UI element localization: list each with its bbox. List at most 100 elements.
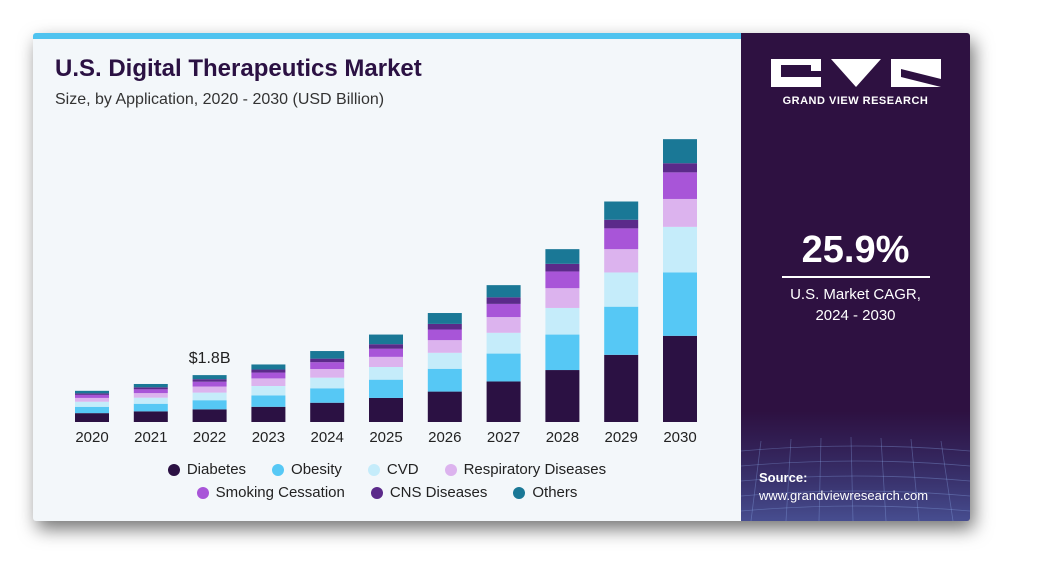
bar-2022-cns-diseases — [192, 379, 227, 382]
sidebar-panel: GRAND VIEW RESEARCH 25.9% U.S. Market CA… — [741, 33, 970, 521]
bar-2025-smoking-cessation — [369, 348, 403, 357]
accent-bar — [33, 33, 741, 39]
bar-2029-cns-diseases — [604, 219, 639, 229]
cagr-label-line-1: U.S. Market CAGR, — [790, 286, 921, 303]
decorative-grid — [741, 411, 970, 521]
bar-2030-smoking-cessation — [663, 172, 697, 199]
legend-swatch — [167, 463, 180, 476]
bar-2028-diabetes — [545, 370, 580, 422]
bar-2022-cvd — [192, 392, 227, 401]
legend-label: Others — [532, 484, 578, 501]
bar-2021-cvd — [133, 397, 168, 404]
x-tick-label: 2027 — [487, 429, 520, 446]
bar-2024-cvd — [310, 377, 345, 389]
chart-title: U.S. Digital Therapeutics Market — [55, 55, 422, 82]
bar-2023-others — [251, 364, 286, 370]
bar-2027-cvd — [486, 332, 521, 354]
bar-2029-smoking-cessation — [604, 228, 639, 250]
legend-item-smoking-cessation: Smoking Cessation — [196, 484, 345, 501]
legend-row-1: Diabetes Obesity CVD Respiratory Diseases — [33, 461, 741, 478]
bar-2020-others — [75, 390, 109, 394]
bar-2029-respiratory-diseases — [604, 249, 639, 273]
legend-item-cns-diseases: CNS Diseases — [370, 484, 488, 501]
bar-2025-cns-diseases — [369, 344, 403, 349]
bar-2024-others — [310, 351, 345, 359]
legend-swatch — [513, 486, 526, 499]
bar-2025-diabetes — [369, 397, 403, 422]
bar-2022-respiratory-diseases — [192, 386, 227, 393]
x-tick-label: 2026 — [428, 429, 461, 446]
legend-label: CNS Diseases — [389, 484, 488, 501]
bar-2023-respiratory-diseases — [251, 378, 286, 387]
x-tick-label: 2022 — [193, 429, 226, 446]
bar-2020-diabetes — [75, 413, 109, 422]
bar-2026-obesity — [427, 368, 462, 392]
bar-2022-obesity — [192, 400, 227, 410]
cagr-label: U.S. Market CAGR, 2024 - 2030 — [741, 284, 970, 326]
legend-label: CVD — [386, 461, 419, 478]
bar-2027-respiratory-diseases — [486, 317, 521, 333]
bar-2030-obesity — [663, 272, 697, 336]
bar-2028-respiratory-diseases — [545, 288, 580, 308]
bar-2024-diabetes — [310, 402, 345, 422]
bar-2030-cns-diseases — [663, 163, 697, 173]
bar-2023-smoking-cessation — [251, 372, 286, 379]
x-tick-label: 2020 — [75, 429, 108, 446]
data-label-2022: $1.8B — [189, 350, 231, 367]
bar-2025-obesity — [369, 379, 403, 398]
chart-subtitle: Size, by Application, 2020 - 2030 (USD B… — [55, 91, 385, 108]
bar-2027-others — [486, 285, 521, 298]
legend-label: Diabetes — [186, 461, 247, 478]
bar-2027-smoking-cessation — [486, 303, 521, 318]
bar-2021-respiratory-diseases — [133, 393, 168, 398]
bar-2024-respiratory-diseases — [310, 369, 345, 378]
bar-2027-obesity — [486, 353, 521, 382]
stacked-bar-chart: 2020 2021 2022 $1.8B 2023 2024 2025 2026 2027 202… — [75, 139, 697, 446]
bar-2020-cns-diseases — [75, 393, 109, 395]
legend-swatch — [367, 463, 380, 476]
bar-2030-others — [663, 139, 697, 164]
x-tick-label: 2025 — [369, 429, 402, 446]
source-label: Source: — [759, 470, 808, 485]
bar-2028-smoking-cessation — [545, 271, 580, 289]
bar-2020-smoking-cessation — [75, 394, 109, 398]
bar-2026-others — [427, 313, 462, 324]
legend-item-respiratory-diseases: Respiratory Diseases — [444, 461, 606, 478]
x-tick-label: 2024 — [311, 429, 344, 446]
bar-2024-smoking-cessation — [310, 362, 345, 370]
bar-2023-obesity — [251, 395, 286, 407]
bar-2021-diabetes — [133, 411, 168, 422]
bar-2025-cvd — [369, 367, 403, 380]
legend-swatch — [444, 463, 457, 476]
bar-2028-others — [545, 249, 580, 264]
bar-2022-smoking-cessation — [192, 381, 227, 387]
legend-swatch — [196, 486, 209, 499]
bar-2026-cvd — [427, 352, 462, 369]
bar-2021-smoking-cessation — [133, 389, 168, 394]
bar-2029-others — [604, 201, 639, 220]
bar-2026-cns-diseases — [427, 323, 462, 330]
bar-2026-respiratory-diseases — [427, 340, 462, 353]
x-tick-label: 2029 — [605, 429, 638, 446]
source-url[interactable]: www.grandviewresearch.com — [759, 488, 929, 503]
legend-row-2: Smoking Cessation CNS Diseases Others — [33, 484, 741, 501]
bar-2020-respiratory-diseases — [75, 397, 109, 402]
bar-2021-others — [133, 383, 168, 388]
bar-2030-diabetes — [663, 335, 697, 422]
bar-2027-diabetes — [486, 381, 521, 422]
bar-2029-obesity — [604, 306, 639, 355]
bar-2020-cvd — [75, 401, 109, 407]
cagr-divider — [782, 276, 930, 278]
bar-2023-diabetes — [251, 406, 286, 422]
bar-2022-diabetes — [192, 409, 227, 422]
legend-swatch — [272, 463, 285, 476]
grand-view-research-logo-icon — [771, 59, 941, 87]
bar-2022-others — [192, 375, 227, 380]
bar-2028-cvd — [545, 307, 580, 335]
legend-item-cvd: CVD — [367, 461, 419, 478]
bar-2020-obesity — [75, 406, 109, 414]
bar-2029-cvd — [604, 272, 639, 307]
bar-2025-respiratory-diseases — [369, 356, 403, 368]
cagr-label-line-2: 2024 - 2030 — [815, 307, 896, 324]
x-tick-label: 2030 — [663, 429, 696, 446]
